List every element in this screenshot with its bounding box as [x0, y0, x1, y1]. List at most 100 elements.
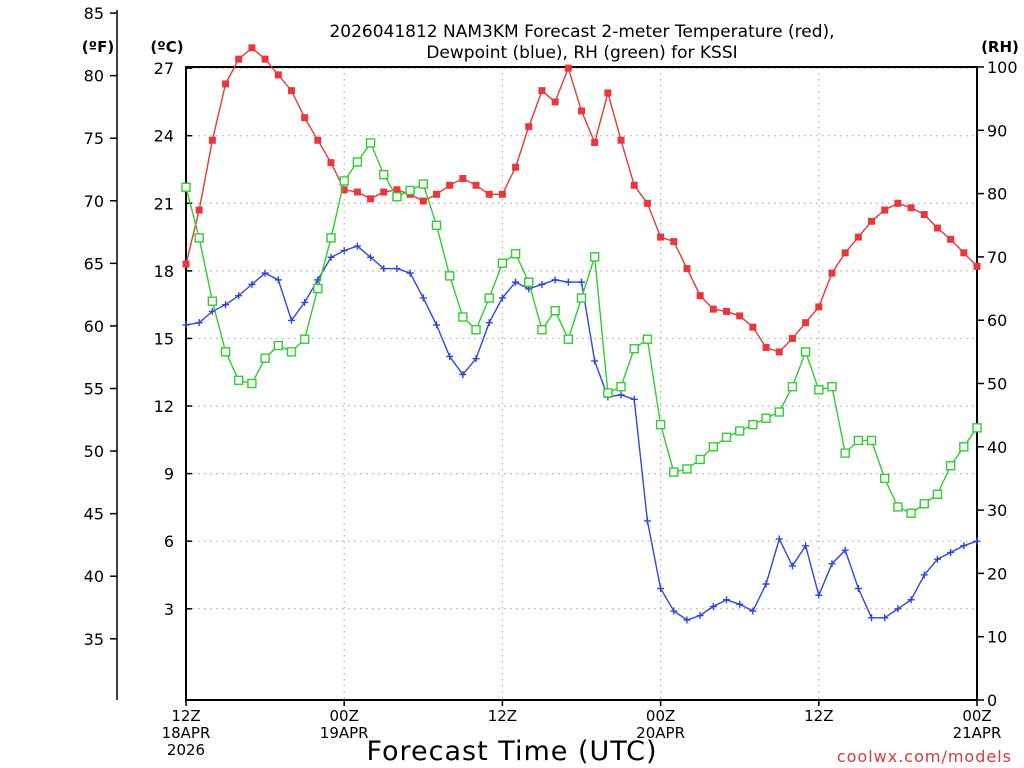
fahrenheit-tick-label: 50 — [84, 442, 104, 461]
credit-label: coolwx.com/models — [837, 747, 1012, 766]
rh-tick-label: 80 — [987, 185, 1007, 204]
rh-point — [299, 334, 310, 344]
celsius-tick-label: 3 — [164, 600, 174, 619]
dewpoint-point — [762, 580, 770, 588]
temperature-point — [736, 312, 744, 320]
dewpoint-point — [327, 253, 335, 261]
rh-unit-label: (RH) — [981, 38, 1019, 56]
fahrenheit-tick-label: 45 — [84, 505, 104, 524]
rh-point — [537, 324, 547, 335]
rh-point — [589, 252, 600, 262]
rh-point — [444, 271, 455, 281]
dewpoint-point — [446, 352, 454, 360]
temperature-point — [367, 195, 375, 203]
rh-point — [550, 306, 560, 316]
axes: 35 40 45 50 55 60 65 70 75 80 85 3 6 9 12 15 18 21 24 27 0 10… — [84, 4, 1018, 759]
rh-point — [458, 312, 468, 322]
dewpoint-point — [788, 562, 796, 570]
rh-tick-label: 90 — [987, 121, 1007, 140]
rh-point — [866, 435, 877, 446]
temperature-point — [643, 199, 651, 207]
temperature-point — [182, 260, 190, 268]
dewpoint-point — [287, 316, 295, 324]
temperature-point — [762, 343, 770, 351]
temperature-point — [841, 249, 849, 257]
temperature-point — [933, 224, 941, 232]
rh-point — [774, 407, 784, 417]
dewpoint-point — [274, 276, 282, 284]
dewpoint-point — [551, 276, 559, 284]
x-tick-label: 12Z — [804, 707, 833, 725]
rh-point — [326, 233, 336, 243]
rh-point — [853, 435, 864, 446]
rh-point — [379, 169, 389, 180]
dewpoint-point — [960, 542, 968, 550]
temperature-point — [248, 44, 256, 52]
temperature-point — [630, 181, 638, 189]
temperature-point — [551, 98, 559, 106]
temperature-point — [868, 217, 876, 225]
temperature-point — [512, 163, 520, 171]
dewpoint-point — [670, 607, 678, 615]
fahrenheit-tick-label: 65 — [84, 254, 104, 273]
dewpoint-point — [802, 542, 810, 550]
rh-point — [721, 432, 732, 443]
temperature-point — [973, 262, 981, 270]
dewpoint-point — [696, 612, 704, 620]
dewpoint-point — [432, 321, 440, 329]
temperature-point — [261, 55, 269, 63]
temperature-point — [749, 323, 757, 331]
temperature-point — [723, 307, 731, 315]
dewpoint-point — [393, 265, 401, 273]
temperature-point — [525, 123, 533, 131]
rh-point — [524, 277, 534, 287]
chart-title-line2: Dewpoint (blue), RH (green) for KSSI — [426, 43, 737, 63]
temperature-point — [828, 269, 836, 277]
x-axis-label: Forecast Time (UTC) — [366, 736, 657, 767]
dewpoint-point — [380, 265, 388, 273]
dewpoint-point — [920, 571, 928, 579]
rh-point — [800, 347, 811, 357]
celsius-tick-label: 6 — [164, 532, 174, 551]
series-line — [185, 141, 978, 515]
rh-point — [880, 473, 890, 484]
dewpoint-point — [841, 546, 849, 554]
rh-point — [761, 413, 771, 424]
dewpoint-point — [235, 292, 243, 300]
x-tick-label: 18APR — [162, 724, 211, 742]
rh-point — [919, 499, 929, 509]
fahrenheit-unit-label: (ºF) — [82, 38, 114, 56]
rh-point — [352, 157, 363, 167]
temperature-point — [287, 87, 295, 95]
temperature-point — [881, 206, 889, 214]
rh-point — [576, 293, 587, 303]
rh-tick-label: 60 — [987, 311, 1007, 330]
series-dewpoint — [182, 242, 981, 624]
dewpoint-point — [485, 319, 493, 327]
temperature-point — [446, 181, 454, 189]
dewpoint-point — [973, 537, 981, 545]
rh-point — [220, 347, 231, 357]
rh-tick-label: 10 — [987, 628, 1007, 647]
x-tick-label: 00Z — [646, 707, 675, 725]
rh-point — [313, 283, 323, 294]
dewpoint-point — [459, 370, 467, 378]
temperature-point — [564, 64, 572, 72]
temperature-point — [775, 348, 783, 356]
temperature-point — [208, 136, 216, 144]
rh-point — [471, 324, 481, 335]
rh-point — [695, 454, 705, 465]
fahrenheit-tick-label: 85 — [84, 4, 104, 23]
dewpoint-point — [261, 269, 269, 277]
temperature-point — [235, 55, 243, 63]
dewpoint-point — [353, 242, 361, 250]
dewpoint-point — [709, 603, 717, 611]
temperature-point — [419, 197, 427, 205]
dewpoint-point — [617, 391, 625, 399]
rh-tick-label: 50 — [987, 375, 1007, 394]
dewpoint-point — [907, 596, 915, 604]
temperature-point — [301, 114, 309, 122]
temperature-point — [920, 211, 928, 219]
temperature-point — [683, 265, 691, 273]
rh-point — [497, 258, 508, 268]
